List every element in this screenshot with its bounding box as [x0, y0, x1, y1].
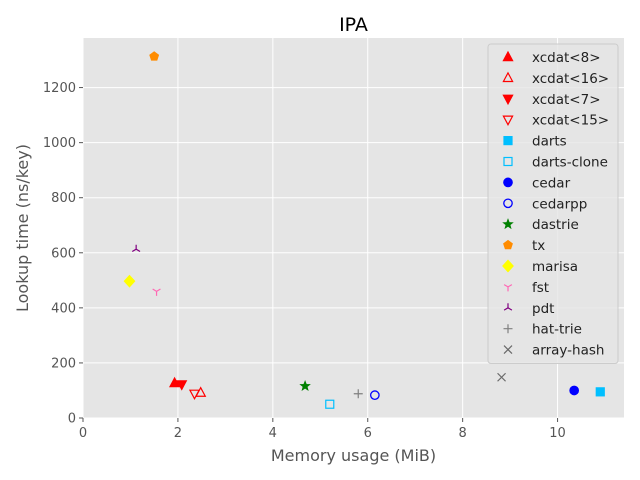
legend-marker-xcdat-7 [502, 94, 514, 106]
point-marisa [123, 274, 136, 288]
legend-label-darts-clone: darts-clone [532, 155, 608, 171]
y-tick-label: 200 [51, 356, 76, 371]
chart-title: IPA [339, 14, 368, 36]
point-xcdat-7 [176, 380, 188, 391]
legend-label-fst: fst [532, 280, 549, 296]
legend-box [487, 43, 619, 364]
x-axis-label: Memory usage (MiB) [271, 446, 436, 465]
legend-label-array-hash: array-hash [532, 343, 604, 359]
y-tick-label: 1000 [43, 136, 76, 151]
x-tick-label: 8 [459, 426, 467, 441]
legend-marker-fst [503, 284, 513, 292]
x-tick-label: 6 [364, 426, 372, 441]
legend-label-marisa: marisa [532, 259, 578, 275]
point-darts-clone [325, 399, 335, 409]
point-cedarpp [370, 390, 380, 400]
y-axis-label: Lookup time (ns/key) [13, 144, 32, 312]
legend: xcdat<8> xcdat<16> xcdat<7> xcdat<15> darts d… [487, 43, 619, 364]
point-tx [149, 51, 160, 61]
y-tick-label: 600 [51, 246, 76, 261]
x-tick-label: 0 [79, 426, 87, 441]
legend-marker-tx [503, 239, 513, 250]
legend-label-hat-trie: hat-trie [532, 322, 582, 338]
legend-label-darts: darts [532, 134, 567, 150]
legend-marker-darts [503, 136, 513, 146]
point-xcdat-8 [168, 376, 181, 388]
legend-label-cedar: cedar [532, 175, 571, 191]
point-xcdat-15 [188, 389, 201, 401]
legend-label-tx: tx [532, 238, 545, 254]
legend-marker-marisa [502, 259, 514, 273]
point-fst [152, 288, 161, 296]
legend-marker-cedarpp [503, 198, 513, 209]
point-cedar [569, 385, 580, 396]
point-hat-trie [353, 389, 363, 399]
y-tick-label: 400 [51, 301, 76, 316]
legend-label-pdt: pdt [532, 301, 554, 317]
y-tick-label: 1200 [43, 81, 76, 96]
legend-marker-xcdat-15 [502, 115, 514, 126]
legend-marker-array-hash [503, 345, 513, 355]
legend-marker-cedar [503, 177, 513, 188]
legend-marker-xcdat-16 [502, 71, 514, 83]
legend-label-dastrie: dastrie [532, 217, 579, 233]
y-tick-label: 800 [51, 191, 76, 206]
point-array-hash [497, 372, 506, 382]
x-axis-ticks: 0 2 4 6 8 10 [79, 418, 566, 441]
legend-marker-dastrie [502, 218, 514, 230]
y-tick-label: 0 [68, 412, 76, 427]
point-dastrie [299, 380, 311, 391]
legend-label-cedarpp: cedarpp [532, 196, 587, 212]
data-points [123, 51, 605, 409]
legend-label-xcdat-15: xcdat<15> [532, 113, 609, 129]
legend-label-xcdat-7: xcdat<7> [532, 92, 601, 108]
legend-label-xcdat-8: xcdat<8> [532, 50, 601, 66]
legend-marker-pdt [503, 303, 513, 311]
y-axis-ticks: 0 200 400 600 800 1000 1200 [43, 81, 83, 427]
x-tick-label: 2 [174, 426, 182, 441]
point-pdt [131, 244, 141, 253]
x-tick-label: 4 [269, 426, 277, 441]
legend-label-xcdat-16: xcdat<16> [532, 71, 609, 87]
x-tick-label: 10 [549, 426, 566, 441]
point-darts [595, 387, 605, 397]
legend-marker-darts-clone [503, 156, 513, 167]
legend-marker-hat-trie [503, 324, 513, 334]
legend-marker-xcdat-8 [502, 50, 514, 62]
